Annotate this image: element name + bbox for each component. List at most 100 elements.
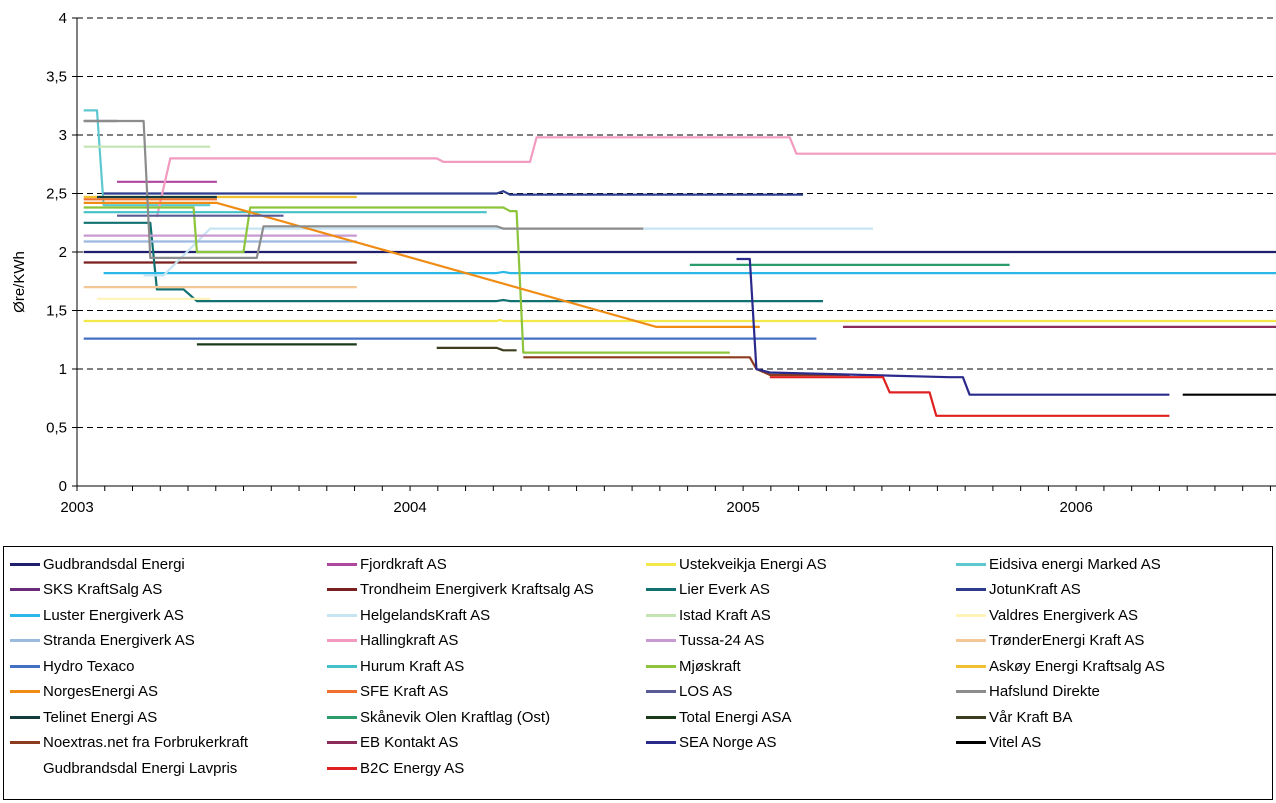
x-tick-label: 2003 xyxy=(60,499,93,516)
legend-swatch xyxy=(956,741,986,744)
legend-swatch xyxy=(327,715,357,719)
series-line xyxy=(155,136,1276,218)
y-tick-label: 1 xyxy=(59,361,67,378)
legend-item: Total Energi ASA xyxy=(646,707,792,727)
legend-label: HelgelandsKraft AS xyxy=(360,606,491,624)
legend-label: EB Kontakt AS xyxy=(360,734,459,751)
legend-item: Skånevik Olen Kraftlag (Ost) xyxy=(327,707,550,727)
legend-item: Eidsiva energi Marked AS xyxy=(956,554,1161,574)
legend-swatch xyxy=(10,715,40,719)
legend-swatch xyxy=(646,588,676,591)
series-line xyxy=(103,270,1276,275)
legend-item: SKS KraftSalg AS xyxy=(10,580,162,600)
legend-swatch xyxy=(646,741,676,744)
legend-item: Luster Energiverk AS xyxy=(10,605,184,625)
y-tick-label: 3 xyxy=(59,127,67,144)
legend-label: NorgesEnergi AS xyxy=(43,683,159,700)
series-line xyxy=(103,190,804,196)
legend-item: Fjordkraft AS xyxy=(327,554,447,574)
series-line xyxy=(83,318,1276,323)
y-tick-label: 2,5 xyxy=(46,186,67,203)
legend-item: Vitel AS xyxy=(956,733,1041,753)
legend-item: Hallingkraft AS xyxy=(327,631,458,651)
y-tick-label: 1,5 xyxy=(46,303,67,320)
legend-item: NorgesEnergi AS xyxy=(10,682,158,702)
y-tick-label: 3,5 xyxy=(46,69,67,86)
series-line xyxy=(83,119,644,259)
legend-label: Hallingkraft AS xyxy=(360,632,459,649)
y-axis-label: Øre/KWh xyxy=(11,251,28,313)
legend-item: HelgelandsKraft AS xyxy=(327,605,490,625)
legend-label: Telinet Energi AS xyxy=(43,708,158,726)
legend-label: Askøy Energi Kraftsalg AS xyxy=(989,657,1165,675)
legend-label: Lier Everk AS xyxy=(679,581,770,598)
legend-label: Total Energi ASA xyxy=(679,708,792,726)
legend-label: B2C Energy AS xyxy=(360,759,465,777)
legend-swatch xyxy=(10,766,40,770)
legend-swatch xyxy=(10,588,40,591)
legend-item: Gudbrandsdal Energi Lavpris xyxy=(10,758,237,778)
legend-item: EB Kontakt AS xyxy=(327,733,458,753)
y-tick-label: 0 xyxy=(59,478,67,495)
legend-swatch xyxy=(646,715,676,719)
legend-item: Telinet Energi AS xyxy=(10,707,157,727)
series-line xyxy=(436,346,517,352)
legend-swatch xyxy=(956,690,986,693)
legend-item: Istad Kraft AS xyxy=(646,605,771,625)
legend-label: Noextras.net fra Forbrukerkraft xyxy=(43,734,249,751)
series-line xyxy=(736,257,1170,396)
legend-label: Gudbrandsdal Energi xyxy=(43,555,185,573)
series-line xyxy=(769,376,1170,417)
legend-label: LOS AS xyxy=(679,683,733,700)
legend-swatch xyxy=(646,639,676,642)
x-tick-label: 2005 xyxy=(726,499,759,516)
series-line xyxy=(83,221,823,303)
legend-swatch xyxy=(327,664,357,668)
legend-item: Ustekveikja Energi AS xyxy=(646,554,827,574)
legend-label: Istad Kraft AS xyxy=(679,606,771,624)
legend-item: Stranda Energiverk AS xyxy=(10,631,195,651)
legend-item: Hafslund Direkte xyxy=(956,682,1100,702)
legend-item: SFE Kraft AS xyxy=(327,682,448,702)
legend-swatch xyxy=(646,690,676,693)
legend-swatch xyxy=(327,613,357,617)
axes xyxy=(72,17,1276,491)
legend-item: Askøy Energi Kraftsalg AS xyxy=(956,656,1165,676)
legend-label: Skånevik Olen Kraftlag (Ost) xyxy=(360,708,551,726)
y-tick-label: 2 xyxy=(59,244,67,261)
legend-label: Stranda Energiverk AS xyxy=(43,632,195,649)
legend-label: Luster Energiverk AS xyxy=(43,606,184,624)
legend-swatch xyxy=(327,690,357,693)
legend-item: SEA Norge AS xyxy=(646,733,777,753)
legend-swatch xyxy=(646,562,676,566)
legend-swatch xyxy=(956,715,986,719)
series-line xyxy=(83,201,760,328)
legend-swatch xyxy=(10,664,40,668)
legend-item: Tussa-24 AS xyxy=(646,631,764,651)
x-tick-label: 2004 xyxy=(393,499,426,516)
legend-label: JotunKraft AS xyxy=(989,581,1081,598)
legend-item: Hurum Kraft AS xyxy=(327,656,464,676)
y-tick-label: 4 xyxy=(59,10,67,27)
legend-label: Ustekveikja Energi AS xyxy=(679,555,827,573)
legend-swatch xyxy=(10,562,40,566)
legend-label: Vår Kraft BA xyxy=(989,708,1073,726)
legend-label: SFE Kraft AS xyxy=(360,683,449,700)
legend-item: Trondheim Energiverk Kraftsalg AS xyxy=(327,580,594,600)
legend-swatch xyxy=(956,562,986,566)
legend-swatch xyxy=(10,613,40,617)
y-tick-label: 0,5 xyxy=(46,420,67,437)
legend-label: Mjøskraft xyxy=(679,657,741,675)
legend-swatch xyxy=(956,664,986,668)
legend-label: SEA Norge AS xyxy=(679,734,777,751)
legend-item: JotunKraft AS xyxy=(956,580,1081,600)
legend-label: SKS KraftSalg AS xyxy=(43,581,163,598)
legend-item: B2C Energy AS xyxy=(327,758,464,778)
legend-label: Hydro Texaco xyxy=(43,657,135,675)
legend-label: Trondheim Energiverk Kraftsalg AS xyxy=(360,581,594,598)
legend-swatch xyxy=(956,639,986,642)
legend-item: LOS AS xyxy=(646,682,732,702)
legend-item: TrønderEnergi Kraft AS xyxy=(956,631,1144,651)
legend-swatch xyxy=(10,690,40,693)
x-tick-label: 2006 xyxy=(1059,499,1092,516)
